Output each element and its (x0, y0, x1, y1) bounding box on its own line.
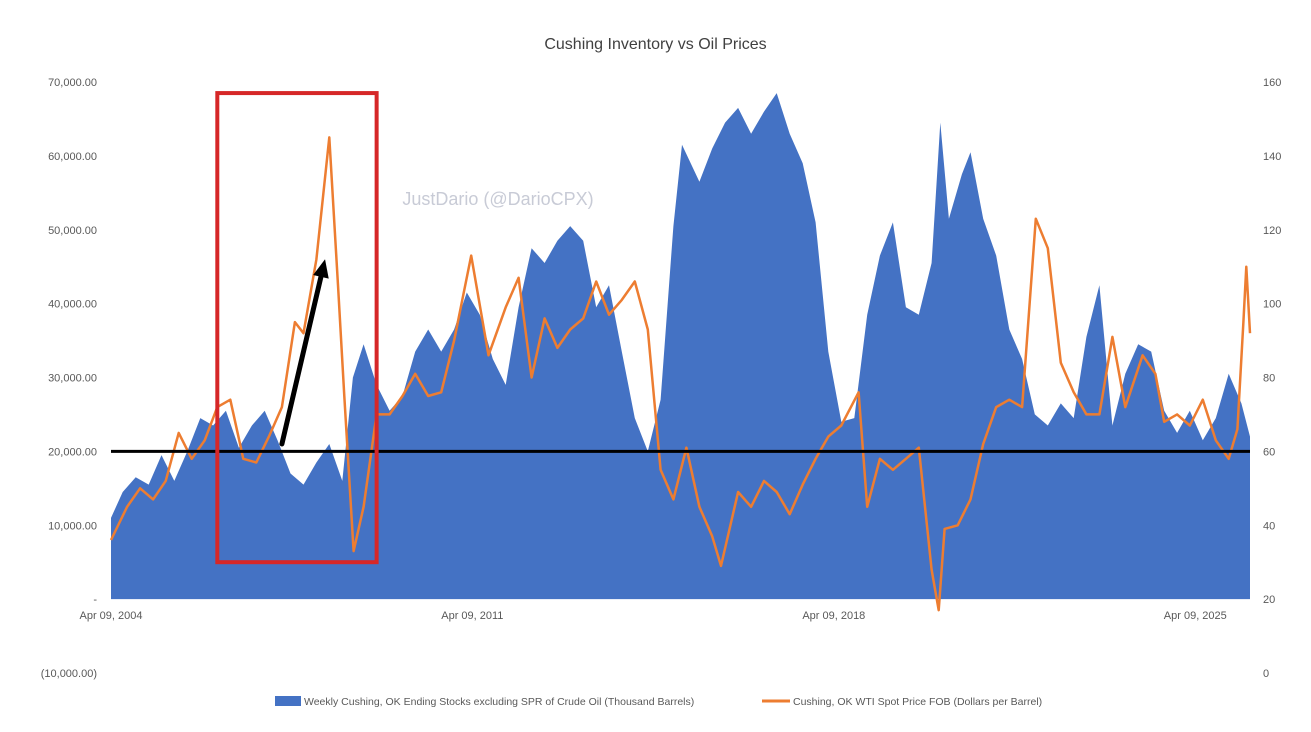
y-right-tick-label: 80 (1263, 373, 1275, 385)
x-tick-label: Apr 09, 2025 (1164, 610, 1227, 622)
y-left-tick-label: - (93, 594, 97, 606)
wti-price-line-series (109, 136, 1252, 612)
watermark-text: JustDario (@DarioCPX) (402, 189, 593, 209)
y-right-tick-label: 60 (1263, 446, 1275, 458)
y-left-tick-label: 50,000.00 (48, 225, 97, 237)
y-left-tick-label: 10,000.00 (48, 520, 97, 532)
chart-title: Cushing Inventory vs Oil Prices (544, 36, 767, 53)
y-right-tick-label: 160 (1263, 77, 1281, 89)
y-right-tick-label: 40 (1263, 520, 1275, 532)
y-right-tick-label: 100 (1263, 299, 1281, 311)
y-left-tick-label: (10,000.00) (41, 668, 97, 680)
y-left-tick-label: 60,000.00 (48, 151, 97, 163)
y-left-tick-label: 40,000.00 (48, 299, 97, 311)
arrow-shaft (279, 274, 324, 447)
y-right-tick-label: 20 (1263, 594, 1275, 606)
arrow-head (313, 259, 329, 279)
x-tick-label: Apr 09, 2011 (441, 610, 503, 622)
highlight-box (215, 91, 379, 565)
y-left-tick-label: 20,000.00 (48, 446, 97, 458)
y-left-tick-label: 30,000.00 (48, 373, 97, 385)
legend-label-wti: Cushing, OK WTI Spot Price FOB (Dollars … (793, 696, 1042, 708)
inventory-area-series (111, 93, 1250, 600)
y-left-tick-label: 70,000.00 (48, 77, 97, 89)
x-tick-label: Apr 09, 2018 (802, 610, 865, 622)
x-tick-label: Apr 09, 2004 (80, 610, 143, 622)
legend-swatch-inventory (275, 696, 301, 706)
legend-label-inventory: Weekly Cushing, OK Ending Stocks excludi… (304, 696, 694, 708)
y-right-tick-label: 0 (1263, 668, 1269, 680)
y-right-tick-label: 140 (1263, 151, 1281, 163)
y-right-tick-label: 120 (1263, 225, 1281, 237)
